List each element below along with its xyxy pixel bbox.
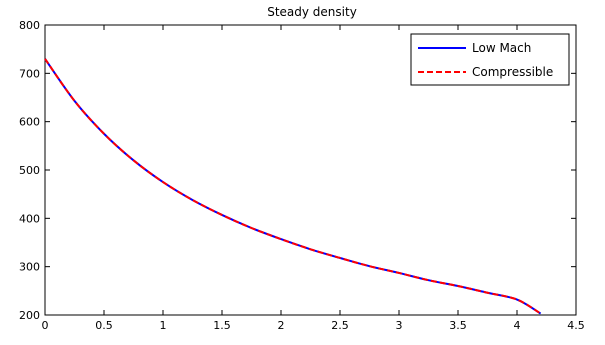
- y-tick-label: 500: [19, 164, 40, 177]
- x-tick-label: 1.5: [213, 319, 231, 332]
- y-tick-label: 300: [19, 261, 40, 274]
- x-tick-label: 0.5: [95, 319, 113, 332]
- legend-box: [410, 33, 570, 86]
- chart-title: Steady density: [267, 5, 357, 19]
- x-tick-label: 0: [42, 319, 49, 332]
- legend-label-low-mach: Low Mach: [472, 41, 531, 55]
- legend: Low Mach Compressible: [410, 33, 570, 86]
- legend-label-compressible: Compressible: [472, 65, 553, 79]
- x-tick-label: 3.5: [449, 319, 467, 332]
- x-tick-label: 2.5: [331, 319, 349, 332]
- y-tick-label: 700: [19, 67, 40, 80]
- y-tick-label: 400: [19, 212, 40, 225]
- x-axis: 0 0.5 1 1.5 2 2.5 3 3.5 4 4.5: [42, 25, 585, 332]
- y-tick-label: 200: [19, 309, 40, 322]
- x-tick-label: 4.5: [567, 319, 585, 332]
- y-tick-label: 600: [19, 116, 40, 129]
- series-line-compressible: [44, 58, 542, 315]
- x-tick-label: 2: [278, 319, 285, 332]
- x-tick-label: 1: [160, 319, 167, 332]
- y-tick-label: 800: [19, 19, 40, 32]
- x-tick-label: 3: [396, 319, 403, 332]
- x-tick-label: 4: [514, 319, 521, 332]
- series-layer: [44, 58, 542, 315]
- y-axis: 200 300 400 500 600 700 800: [19, 19, 576, 322]
